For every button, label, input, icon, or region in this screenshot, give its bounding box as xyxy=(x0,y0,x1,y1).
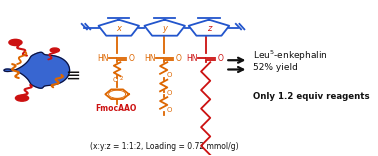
Circle shape xyxy=(50,48,59,52)
Text: O: O xyxy=(166,72,172,78)
Text: O: O xyxy=(129,54,135,63)
Text: O: O xyxy=(166,90,172,96)
Text: Only 1.2 equiv reagents: Only 1.2 equiv reagents xyxy=(253,92,369,101)
Text: (x:y:z = 1:1:2, Loading = 0.72 mmol/g): (x:y:z = 1:1:2, Loading = 0.72 mmol/g) xyxy=(90,142,239,151)
Text: HN: HN xyxy=(98,54,109,63)
Text: 2: 2 xyxy=(119,76,123,81)
Text: $\equiv$: $\equiv$ xyxy=(62,66,81,84)
Text: 52% yield: 52% yield xyxy=(253,63,297,72)
Text: HN: HN xyxy=(186,54,198,63)
Text: x: x xyxy=(116,24,121,33)
Circle shape xyxy=(9,39,22,46)
Text: FmocAAO: FmocAAO xyxy=(95,104,136,113)
Text: y: y xyxy=(162,24,167,33)
Text: HN: HN xyxy=(144,54,156,63)
Polygon shape xyxy=(4,52,70,88)
Circle shape xyxy=(15,95,29,101)
Text: O: O xyxy=(217,54,223,63)
Text: Leu$^5$-enkephalin: Leu$^5$-enkephalin xyxy=(253,48,327,63)
Text: O: O xyxy=(175,54,181,63)
Text: O: O xyxy=(166,107,172,113)
Text: z: z xyxy=(207,24,211,33)
Text: O: O xyxy=(113,77,118,83)
